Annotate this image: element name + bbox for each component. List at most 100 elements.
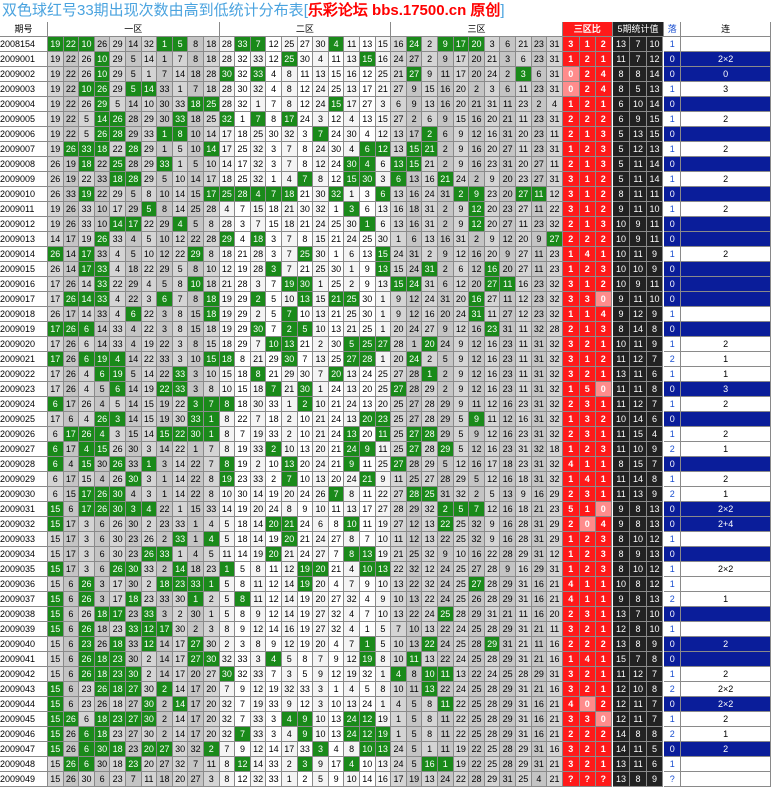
stat-cell: 8: [646, 682, 664, 697]
stat-cell: 9: [630, 277, 647, 292]
zone-ratio-cell: 0: [579, 697, 596, 712]
zone-ratio-cell: ?: [562, 772, 580, 787]
number-cell: 27: [375, 502, 392, 517]
number-cell: 14: [79, 277, 95, 292]
zone-ratio-cell: 1: [579, 172, 596, 187]
number-cell: 2: [204, 592, 220, 607]
zone-ratio-cell: 1: [562, 142, 580, 157]
number-cell: 4: [360, 592, 376, 607]
streak-cell: 2: [681, 397, 771, 412]
stat-cell: 10: [646, 292, 664, 307]
stat-cell: 9: [612, 502, 631, 517]
fall-cell: 1: [664, 367, 682, 382]
number-cell: 31: [516, 577, 532, 592]
number-cell: 32: [547, 352, 563, 367]
zone-ratio-cell: 3: [562, 367, 580, 382]
number-cell: 21: [531, 652, 548, 667]
number-cell: 5: [126, 247, 142, 262]
number-cell: 27: [422, 322, 438, 337]
number-cell: 29: [266, 352, 282, 367]
number-cell: 11: [406, 682, 423, 697]
number-cell: 5: [204, 547, 220, 562]
stat-cell: 9: [612, 292, 631, 307]
number-cell: 7: [266, 667, 282, 682]
number-cell: 10: [141, 247, 158, 262]
zone-ratio-cell: 3: [595, 262, 612, 277]
stat-cell: 14: [646, 67, 664, 82]
number-cell: 30: [297, 202, 314, 217]
number-cell: 13: [313, 67, 329, 82]
number-cell: 29: [547, 517, 563, 532]
number-cell: 16: [484, 127, 501, 142]
stat-cell: 4: [646, 427, 664, 442]
number-cell: 9: [406, 97, 423, 112]
number-cell: 1: [375, 697, 392, 712]
number-cell: 8: [375, 652, 392, 667]
number-cell: 7: [188, 82, 204, 97]
zone-ratio-cell: 4: [562, 577, 580, 592]
number-cell: 3: [79, 517, 95, 532]
hit-number-cell: 6: [360, 142, 376, 157]
period-cell: 2009041: [0, 652, 48, 667]
hit-number-cell: 1: [188, 592, 204, 607]
streak-cell: [681, 187, 771, 202]
number-cell: 13: [422, 622, 438, 637]
hit-number-cell: 4: [110, 352, 126, 367]
number-cell: 14: [157, 652, 173, 667]
number-cell: 32: [282, 682, 298, 697]
number-cell: 3: [313, 112, 329, 127]
number-cell: 32: [219, 727, 236, 742]
number-cell: 31: [406, 247, 423, 262]
number-cell: 10: [453, 547, 470, 562]
hit-number-cell: 15: [48, 502, 64, 517]
stat-cell: 9: [612, 517, 631, 532]
hit-number-cell: 12: [469, 202, 485, 217]
number-cell: 31: [547, 562, 563, 577]
number-cell: 25: [453, 517, 470, 532]
hit-number-cell: 2: [297, 397, 314, 412]
number-cell: 6: [438, 127, 454, 142]
number-cell: 13: [391, 127, 407, 142]
stat-cell: 12: [630, 397, 647, 412]
number-cell: 22: [94, 157, 111, 172]
number-cell: 5: [79, 127, 95, 142]
hit-number-cell: 7: [266, 382, 282, 397]
number-cell: 3: [266, 232, 282, 247]
hit-number-cell: 26: [79, 577, 95, 592]
number-cell: 33: [126, 457, 142, 472]
number-cell: 32: [547, 427, 563, 442]
fall-cell: 1: [664, 532, 682, 547]
number-cell: 12: [344, 652, 360, 667]
number-cell: 18: [204, 52, 220, 67]
number-cell: 12: [406, 307, 423, 322]
stat-cell: 10: [630, 262, 647, 277]
period-cell: 2009020: [0, 337, 48, 352]
number-cell: 12: [328, 172, 345, 187]
stat-cell: 8: [646, 472, 664, 487]
number-cell: 27: [406, 397, 423, 412]
number-cell: 28: [500, 547, 516, 562]
streak-cell: 2: [681, 142, 771, 157]
number-cell: 17: [360, 502, 376, 517]
brand-link[interactable]: 乐彩论坛 bbs.17500.cn 原创: [307, 2, 501, 19]
stat-cell: 12: [630, 307, 647, 322]
hit-number-cell: 3: [344, 202, 360, 217]
number-cell: 13: [313, 352, 329, 367]
hit-number-cell: 11: [438, 697, 454, 712]
number-cell: 25: [250, 127, 267, 142]
fall-cell: 0: [664, 382, 682, 397]
hit-number-cell: 6: [48, 442, 64, 457]
number-cell: 23: [531, 82, 548, 97]
stat-cell: 10: [612, 412, 631, 427]
number-cell: 9: [360, 277, 376, 292]
number-cell: 19: [79, 232, 95, 247]
number-cell: 9: [453, 142, 470, 157]
number-cell: 31: [453, 232, 470, 247]
number-cell: 30: [94, 757, 111, 772]
number-cell: 18: [266, 412, 282, 427]
number-cell: 27: [126, 727, 142, 742]
number-cell: 18: [157, 772, 173, 787]
number-cell: 32: [219, 652, 236, 667]
hit-number-cell: 32: [219, 112, 236, 127]
number-cell: 6: [500, 37, 516, 52]
